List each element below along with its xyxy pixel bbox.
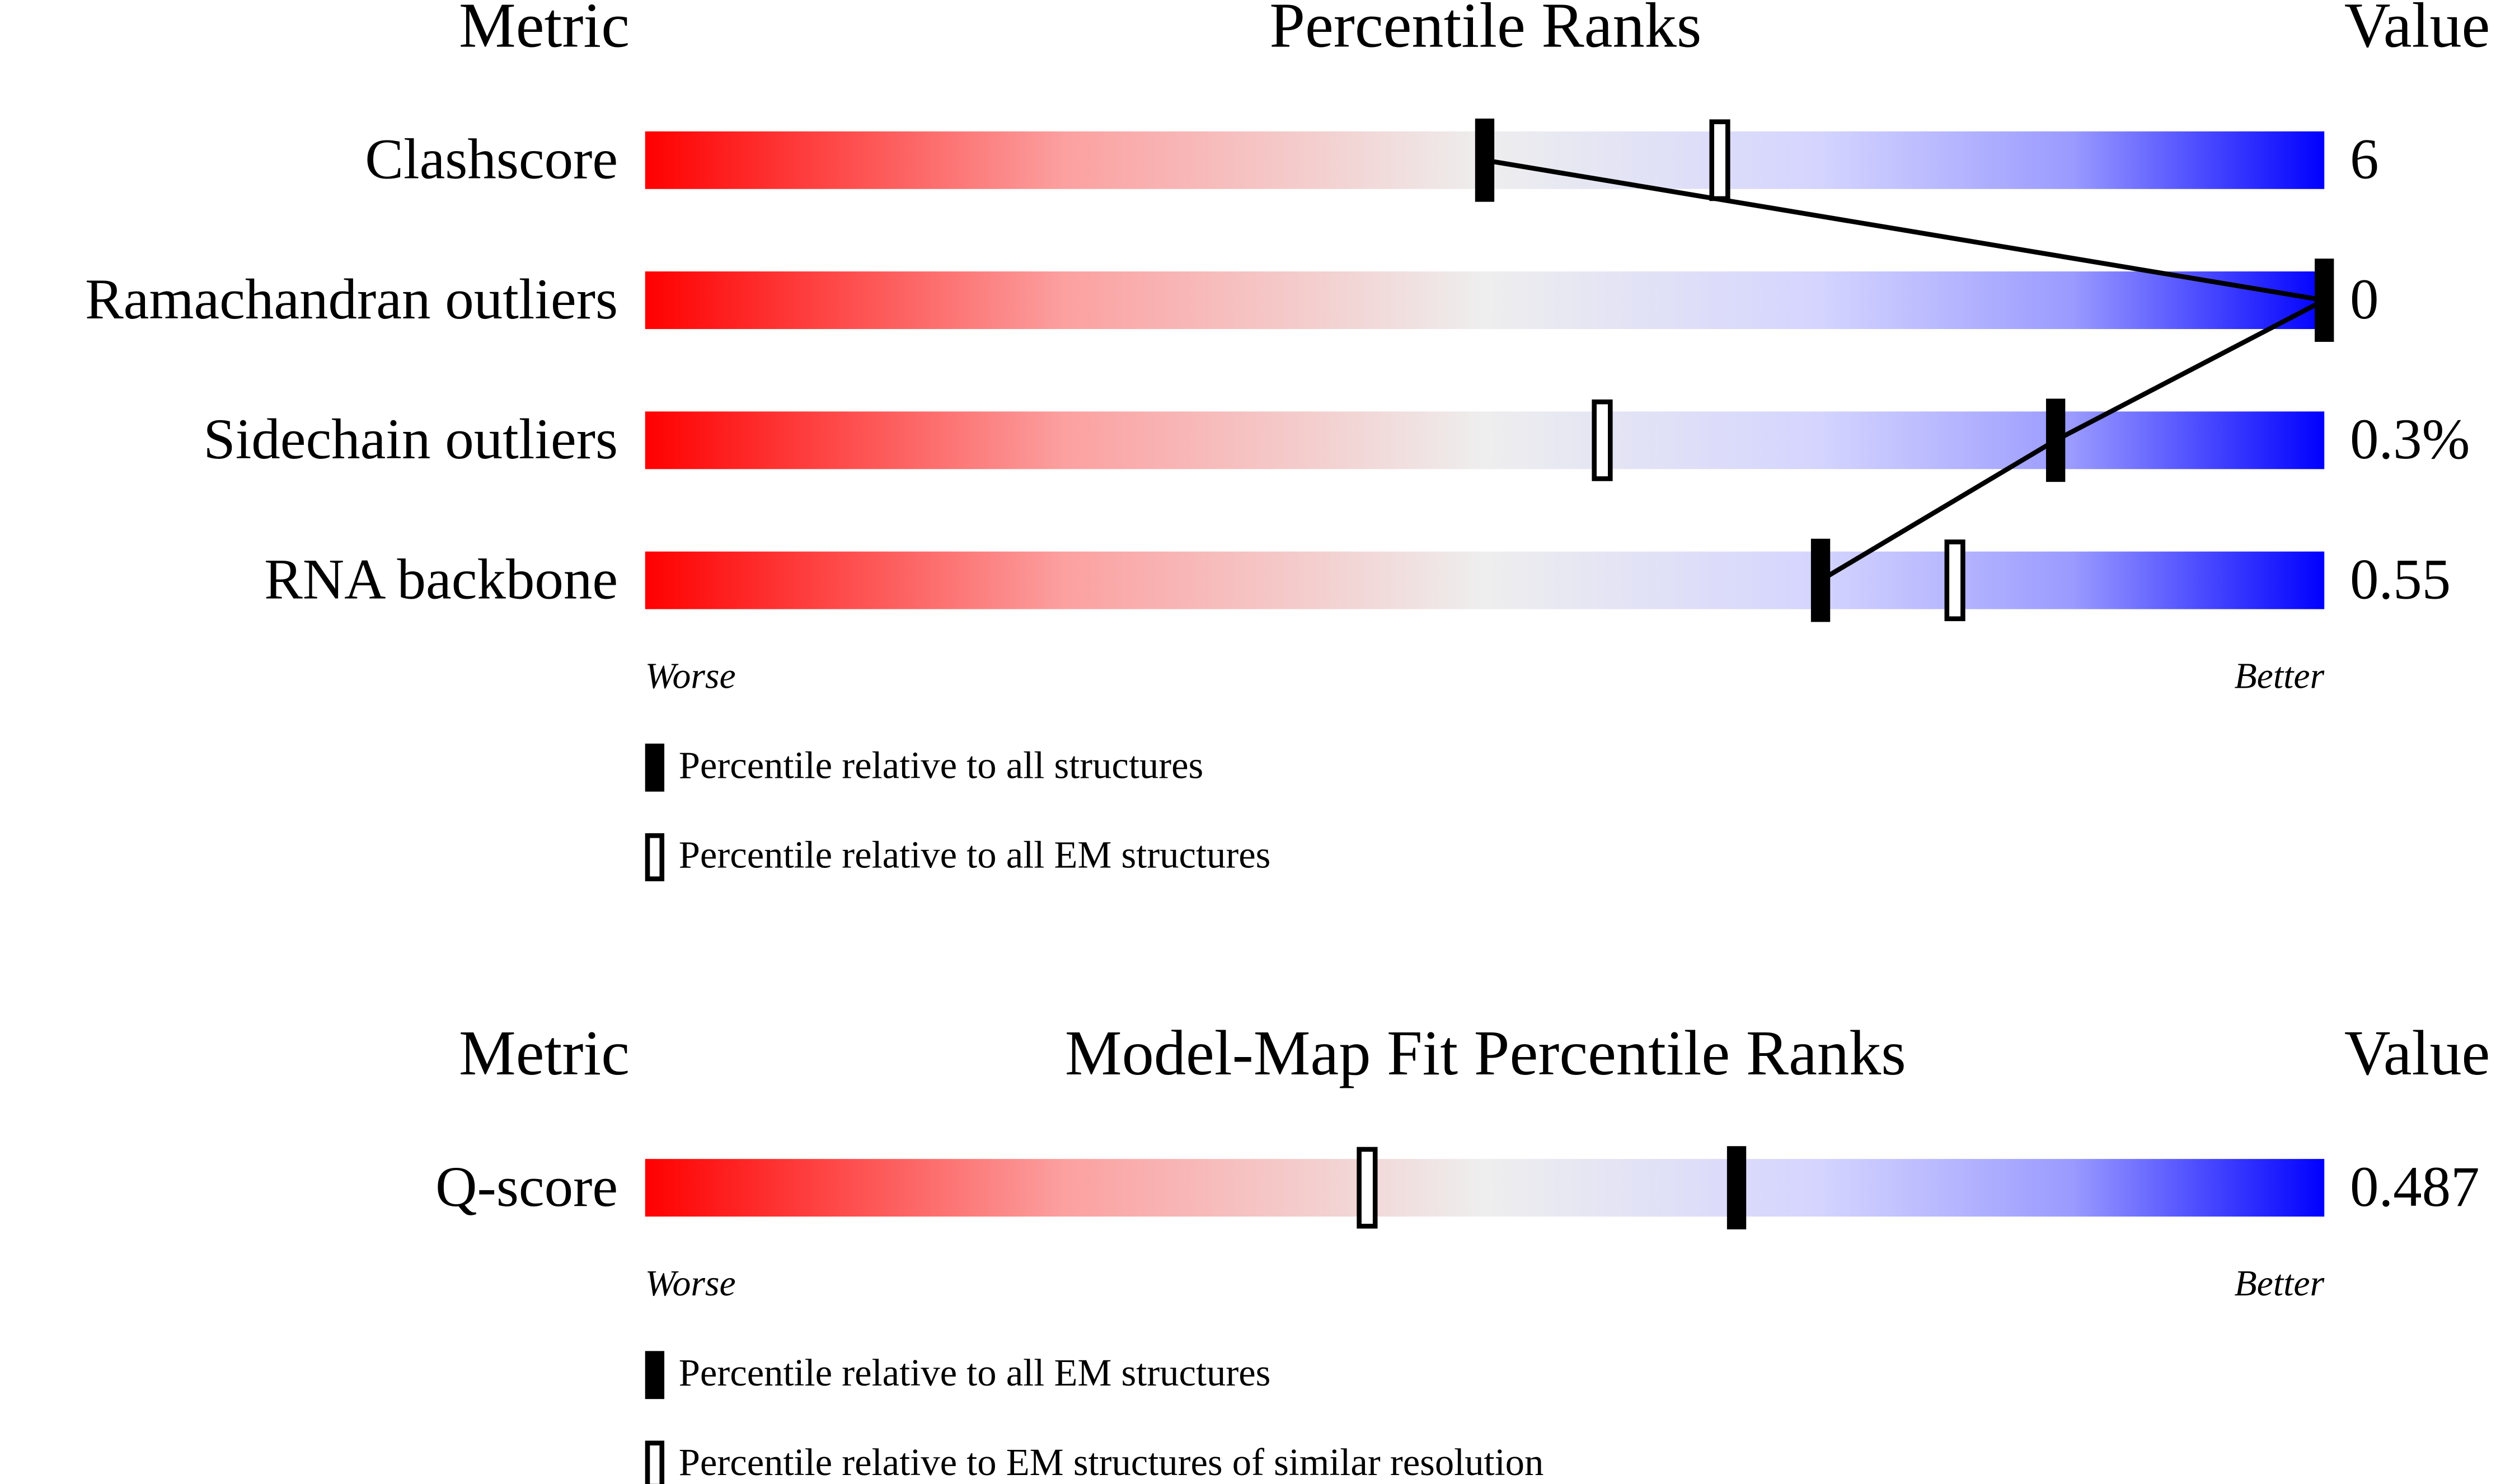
value-label: 0.487 (2350, 1155, 2480, 1219)
worse-label: Worse (645, 1263, 736, 1304)
metric-label: Sidechain outliers (203, 407, 618, 471)
value-label: 0.55 (2350, 547, 2451, 611)
worse-label: Worse (645, 656, 736, 697)
legend-label: Percentile relative to all structures (679, 744, 1204, 786)
value-header: Value (2344, 0, 2490, 61)
legend-swatch (645, 1351, 665, 1400)
rank-line (1484, 158, 2332, 583)
legend-label: Percentile relative to all EM structures (679, 1351, 1271, 1394)
metric-header: Metric (459, 1017, 630, 1088)
legend-label: Percentile relative to EM structures of … (679, 1441, 1544, 1483)
slider-bar (645, 1159, 2325, 1217)
legend-swatch (645, 1440, 665, 1484)
better-label: Better (2234, 656, 2324, 697)
metric-label: Clashscore (365, 127, 618, 191)
metric-label: Q-score (435, 1155, 618, 1219)
metric-label: RNA backbone (264, 547, 618, 611)
slider-bar (645, 271, 2325, 330)
legend-swatch (645, 743, 665, 792)
percentile-marker-hollow (1592, 399, 1613, 481)
value-label: 0.3% (2350, 407, 2470, 471)
value-label: 0 (2350, 267, 2378, 331)
percentile-marker-hollow (1357, 1147, 1378, 1229)
chart-title: Percentile Ranks (1269, 0, 1701, 61)
metric-header: Metric (459, 0, 630, 61)
chart-title: Model-Map Fit Percentile Ranks (1065, 1017, 1906, 1088)
percentile-marker (2045, 398, 2066, 482)
slider-bar (645, 411, 2325, 469)
value-label: 6 (2350, 127, 2378, 191)
percentile-marker (2315, 259, 2334, 342)
value-header: Value (2344, 1017, 2490, 1088)
percentile-marker (1475, 118, 1495, 202)
percentile-marker-hollow (1709, 119, 1730, 201)
metric-label: Ramachandran outliers (85, 267, 618, 331)
percentile-marker (1726, 1146, 1747, 1229)
slider-bar (645, 551, 2325, 609)
percentile-marker-hollow (1944, 539, 1965, 622)
better-label: Better (2234, 1263, 2324, 1304)
percentile-marker (1810, 538, 1831, 622)
legend-label: Percentile relative to all EM structures (679, 834, 1271, 876)
legend-swatch (645, 833, 665, 881)
